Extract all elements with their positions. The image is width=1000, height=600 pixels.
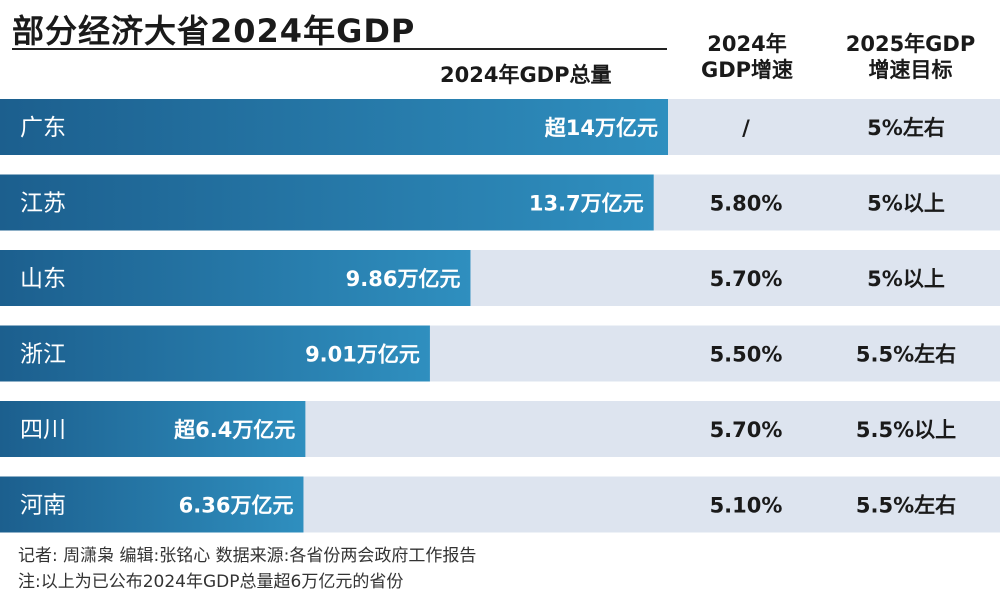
gdp-value-label: 9.01万亿元 (305, 343, 420, 367)
gdp-bar-3 (0, 250, 471, 306)
growth-2024-cell: 5.80% (710, 192, 783, 216)
growth-2024-cell: 5.70% (710, 267, 783, 291)
province-label: 山东 (20, 266, 66, 292)
footer-note: 注:以上为已公布2024年GDP总量超6万亿元的省份 (18, 572, 404, 592)
gdp-bar-1 (0, 99, 668, 155)
gdp-bar-4 (0, 325, 430, 382)
gdp-value-label: 6.36万亿元 (179, 494, 294, 518)
target-2025-cell: 5.5%以上 (856, 418, 956, 442)
header-gdp-growth: 2024年 GDP增速 (672, 31, 822, 83)
chart-title: 部分经济大省2024年GDP (12, 12, 416, 50)
title-divider (12, 48, 667, 50)
target-2025-cell: 5.5%左右 (856, 494, 956, 518)
header-gdp-growth-line2: GDP增速 (700, 58, 794, 82)
province-label: 江苏 (20, 191, 66, 217)
gdp-value-label: 9.86万亿元 (346, 267, 461, 291)
growth-2024-cell: 5.70% (710, 418, 783, 442)
header-growth-target-line1: 2025年GDP (845, 32, 976, 56)
gdp-value-label: 13.7万亿元 (529, 192, 644, 216)
province-label: 浙江 (20, 342, 66, 368)
province-label: 四川 (20, 417, 66, 443)
gdp-value-label: 超6.4万亿元 (174, 418, 295, 442)
target-2025-cell: 5%以上 (867, 192, 945, 216)
header-growth-target-line2: 增速目标 (868, 58, 953, 82)
growth-2024-cell: 5.50% (710, 343, 783, 367)
target-2025-cell: 5.5%左右 (856, 343, 956, 367)
province-label: 河南 (20, 493, 66, 519)
gdp-value-label: 超14万亿元 (545, 116, 658, 140)
growth-2024-cell: 5.10% (710, 494, 783, 518)
gdp-bar-6 (0, 476, 304, 533)
header-gdp-growth-line1: 2024年 (707, 32, 787, 56)
gdp-bar-2 (0, 174, 654, 231)
target-2025-cell: 5%左右 (867, 116, 945, 140)
header-gdp-total: 2024年GDP总量 (440, 63, 612, 87)
target-2025-cell: 5%以上 (867, 267, 945, 291)
gdp-bar-5 (0, 401, 306, 457)
footer-credit: 记者: 周潇枭 编辑:张铭心 数据来源:各省份两会政府工作报告 (18, 546, 477, 566)
growth-2024-cell: / (742, 116, 750, 140)
province-label: 广东 (20, 115, 66, 141)
header-growth-target: 2025年GDP 增速目标 (828, 31, 993, 83)
